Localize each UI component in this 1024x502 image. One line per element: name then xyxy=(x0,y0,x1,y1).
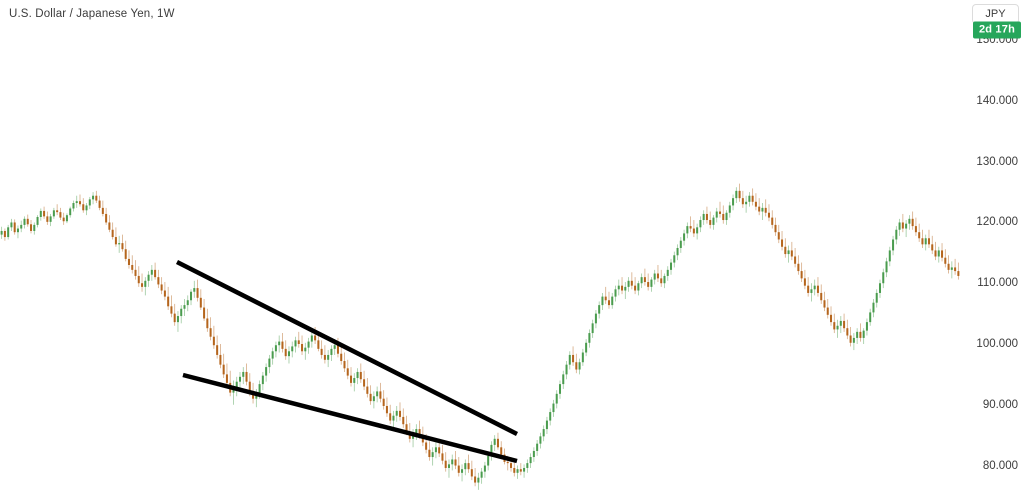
chart-plot-area[interactable] xyxy=(0,28,960,502)
page-title: U.S. Dollar / Japanese Yen, 1W xyxy=(9,8,175,20)
price-axis[interactable]: 150.000 140.000 130.000 120.000 110.000 100.0… xyxy=(960,0,1024,502)
price-axis-label: 80.000 xyxy=(982,459,1018,472)
price-axis-label: 120.000 xyxy=(976,216,1018,229)
price-axis-label: 110.000 xyxy=(977,277,1018,290)
price-axis-label: 100.000 xyxy=(976,338,1018,350)
price-axis-label: 130.000 xyxy=(976,155,1018,168)
countdown-badge: 2d 17h xyxy=(972,21,1021,39)
candlestick-series xyxy=(0,183,960,490)
price-axis-label: 90.000 xyxy=(982,398,1018,411)
chart-header: U.S. Dollar / Japanese Yen, 1W JPY xyxy=(0,0,1024,28)
price-axis-label: 140.000 xyxy=(976,94,1018,107)
